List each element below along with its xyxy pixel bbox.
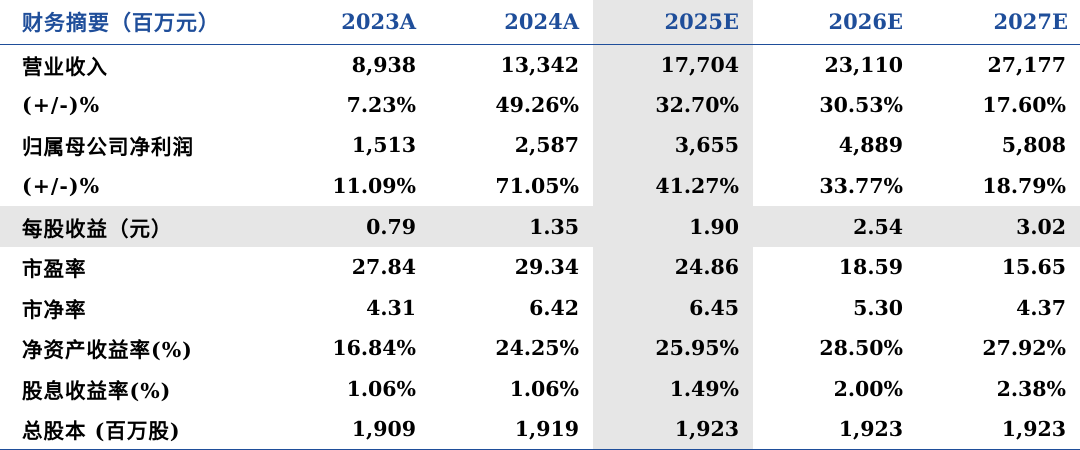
header-row: 财务摘要（百万元） 2023A 2024A 2025E 2026E 2027E bbox=[0, 0, 1080, 45]
column-header-2024a: 2024A bbox=[430, 0, 593, 45]
cell-2027e: 17.60% bbox=[982, 92, 1066, 117]
cell-2024a: 2,587 bbox=[514, 133, 579, 158]
cell-2024a: 1.06% bbox=[509, 377, 579, 402]
cell-2026e: 28.50% bbox=[819, 336, 903, 361]
cell-2024a: 6.42 bbox=[529, 295, 579, 320]
cell-2027e: 3.02 bbox=[1016, 214, 1066, 239]
column-header-2023a: 2023A bbox=[262, 0, 430, 45]
cell-2023a: 0.79 bbox=[366, 214, 416, 239]
cell-2025e: 41.27% bbox=[593, 165, 753, 207]
row-label: (+/-)% bbox=[22, 92, 101, 117]
cell-2027e: 27.92% bbox=[982, 336, 1066, 361]
cell-2026e: 2.00% bbox=[833, 377, 903, 402]
cell-2024a: 1,919 bbox=[430, 409, 593, 450]
row-revenue: 营业收入 8,938 13,342 17,704 23,110 27,177 bbox=[0, 44, 1080, 85]
cell-2026e: 23,110 bbox=[824, 52, 903, 77]
cell-2025e: 6.45 bbox=[593, 287, 753, 329]
cell-2024a: 71.05% bbox=[495, 174, 579, 199]
cell-2023a: 1,909 bbox=[262, 409, 430, 450]
cell-2023a: 4.31 bbox=[366, 295, 416, 320]
cell-2023a: 11.09% bbox=[332, 174, 416, 199]
header-label: 财务摘要（百万元） bbox=[0, 0, 262, 45]
column-header-2026e: 2026E bbox=[753, 0, 917, 45]
cell-2025e: 17,704 bbox=[593, 44, 753, 85]
cell-2023a: 7.23% bbox=[346, 92, 416, 117]
cell-2026e: 4,889 bbox=[838, 133, 903, 158]
cell-2025e: 32.70% bbox=[593, 84, 753, 126]
row-label: (+/-)% bbox=[22, 174, 101, 199]
row-eps: 每股收益（元） 0.79 1.35 1.90 2.54 3.02 bbox=[0, 206, 1080, 247]
cell-2023a: 1,513 bbox=[351, 133, 416, 158]
row-total-shares: 总股本 (百万股) 1,909 1,919 1,923 1,923 1,923 bbox=[0, 409, 1080, 450]
row-roe: 净资产收益率(%) 16.84% 24.25% 25.95% 28.50% 27… bbox=[0, 328, 1080, 369]
cell-2027e: 4.37 bbox=[1016, 295, 1066, 320]
cell-2027e: 1,923 bbox=[917, 409, 1080, 450]
cell-2023a: 27.84 bbox=[351, 255, 416, 280]
cell-2025e: 1,923 bbox=[593, 409, 753, 450]
row-label: 总股本 (百万股) bbox=[0, 409, 262, 450]
cell-2025e: 3,655 bbox=[593, 125, 753, 166]
row-revenue-growth: (+/-)% 7.23% 49.26% 32.70% 30.53% 17.60% bbox=[0, 84, 1080, 126]
cell-2024a: 29.34 bbox=[514, 255, 579, 280]
row-net-profit: 归属母公司净利润 1,513 2,587 3,655 4,889 5,808 bbox=[0, 125, 1080, 166]
cell-2026e: 18.59 bbox=[838, 255, 903, 280]
cell-2026e: 1,923 bbox=[753, 409, 917, 450]
column-header-2027e: 2027E bbox=[917, 0, 1080, 45]
row-label: 市盈率 bbox=[22, 257, 87, 282]
row-pb: 市净率 4.31 6.42 6.45 5.30 4.37 bbox=[0, 287, 1080, 329]
row-label: 每股收益（元） bbox=[22, 216, 173, 241]
column-header-2025e: 2025E bbox=[593, 0, 753, 45]
cell-2025e: 1.49% bbox=[593, 368, 753, 410]
cell-2027e: 15.65 bbox=[1001, 255, 1066, 280]
cell-2023a: 16.84% bbox=[332, 336, 416, 361]
cell-2024a: 49.26% bbox=[495, 92, 579, 117]
cell-2027e: 2.38% bbox=[996, 377, 1066, 402]
row-label: 净资产收益率(%) bbox=[22, 338, 193, 363]
row-label: 股息收益率(%) bbox=[22, 379, 172, 404]
row-label: 归属母公司净利润 bbox=[22, 135, 194, 160]
cell-2025e: 25.95% bbox=[593, 328, 753, 369]
row-label: 营业收入 bbox=[22, 54, 108, 79]
row-dividend-yield: 股息收益率(%) 1.06% 1.06% 1.49% 2.00% 2.38% bbox=[0, 368, 1080, 410]
cell-2027e: 27,177 bbox=[987, 52, 1066, 77]
cell-2026e: 30.53% bbox=[819, 92, 903, 117]
row-label: 市净率 bbox=[22, 297, 87, 322]
cell-2023a: 1.06% bbox=[346, 377, 416, 402]
cell-2023a: 8,938 bbox=[351, 52, 416, 77]
cell-2026e: 5.30 bbox=[853, 295, 903, 320]
cell-2025e: 24.86 bbox=[593, 246, 753, 288]
cell-2026e: 33.77% bbox=[819, 174, 903, 199]
row-pe: 市盈率 27.84 29.34 24.86 18.59 15.65 bbox=[0, 246, 1080, 288]
cell-2025e: 1.90 bbox=[689, 214, 739, 239]
cell-2027e: 5,808 bbox=[1001, 133, 1066, 158]
cell-2024a: 13,342 bbox=[500, 52, 579, 77]
cell-2024a: 24.25% bbox=[495, 336, 579, 361]
cell-2026e: 2.54 bbox=[853, 214, 903, 239]
cell-2027e: 18.79% bbox=[982, 174, 1066, 199]
cell-2024a: 1.35 bbox=[529, 214, 579, 239]
row-net-profit-growth: (+/-)% 11.09% 71.05% 41.27% 33.77% 18.79… bbox=[0, 165, 1080, 207]
